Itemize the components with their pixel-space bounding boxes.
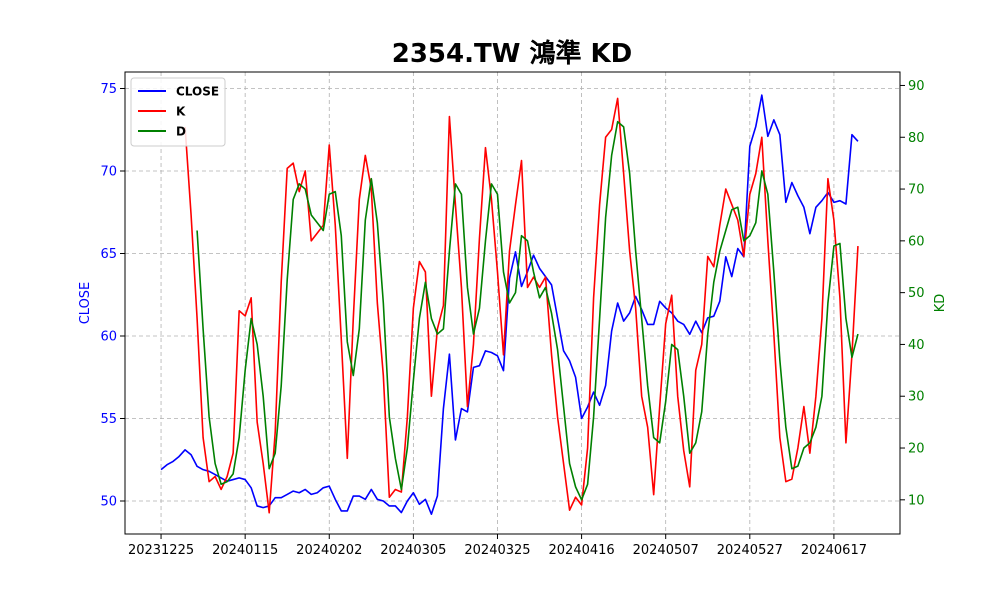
y-right-tick-label: 20 bbox=[908, 442, 925, 457]
x-tick-label: 20240202 bbox=[296, 543, 362, 558]
legend-label-close: CLOSE bbox=[176, 85, 219, 99]
chart-title: 2354.TW 鴻準 KD bbox=[392, 38, 633, 69]
y-right-tick-label: 60 bbox=[908, 234, 925, 249]
y-right-tick-label: 30 bbox=[908, 390, 925, 405]
axes: 20231225 20240115 20240202 20240305 20240325… bbox=[100, 79, 924, 558]
y-left-tick-label: 75 bbox=[100, 82, 117, 97]
legend-label-k: K bbox=[176, 105, 186, 119]
left-axis-label: CLOSE bbox=[78, 282, 93, 325]
x-tick-label: 20240305 bbox=[380, 543, 446, 558]
y-right-tick-label: 90 bbox=[908, 79, 925, 94]
x-tick-label: 20240617 bbox=[801, 543, 867, 558]
y-left-tick-label: 70 bbox=[100, 165, 117, 180]
legend-label-d: D bbox=[176, 125, 186, 139]
y-left-tick-label: 60 bbox=[100, 330, 117, 345]
x-tick-label: 20240115 bbox=[212, 543, 278, 558]
legend-box bbox=[130, 77, 226, 147]
x-tick-label: 20240507 bbox=[633, 543, 699, 558]
y-left-tick-label: 55 bbox=[100, 412, 117, 427]
series-line-close bbox=[160, 94, 859, 515]
y-right-tick-label: 40 bbox=[908, 338, 925, 353]
right-axis-label: KD bbox=[933, 294, 948, 313]
x-tick-label: 20231225 bbox=[128, 543, 194, 558]
y-right-tick-label: 80 bbox=[908, 131, 925, 146]
series-line-k bbox=[184, 97, 859, 514]
y-left-tick-label: 50 bbox=[100, 495, 117, 510]
x-tick-label: 20240527 bbox=[717, 543, 783, 558]
y-right-tick-label: 70 bbox=[908, 183, 925, 198]
x-tick-label: 20240416 bbox=[549, 543, 615, 558]
x-tick-label: 20240325 bbox=[464, 543, 530, 558]
y-right-tick-label: 10 bbox=[908, 493, 925, 508]
y-left-tick-label: 65 bbox=[100, 247, 117, 262]
y-right-tick-label: 50 bbox=[908, 286, 925, 301]
series-lines bbox=[160, 94, 859, 515]
series-line-d bbox=[196, 120, 859, 501]
legend: CLOSE KD bbox=[130, 77, 226, 147]
plot-frame bbox=[124, 71, 901, 535]
